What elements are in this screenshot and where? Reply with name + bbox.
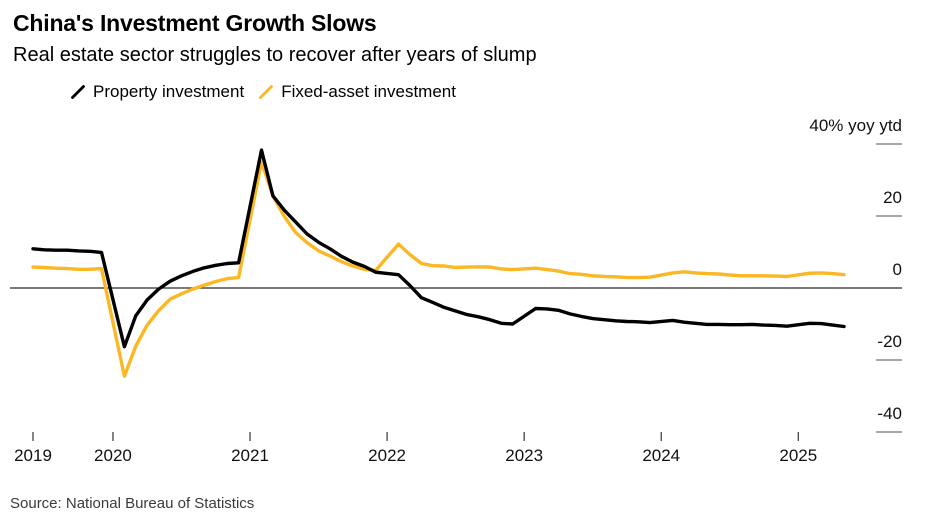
chart-title: China's Investment Growth Slows	[13, 10, 377, 36]
y-axis-label: -20	[877, 332, 902, 351]
x-axis-label: 2021	[231, 446, 269, 465]
x-axis-label: 2023	[505, 446, 544, 465]
y-axis-label: 40% yoy ytd	[809, 116, 902, 135]
x-axis-label: 2020	[94, 446, 132, 465]
fixed-asset-line-swatch-icon	[259, 85, 274, 99]
legend-label-fixed-asset-investment: Fixed-asset investment	[281, 82, 456, 101]
source-note: Source: National Bureau of Statistics	[10, 495, 255, 512]
legend-item-fixed-asset-investment: Fixed-asset investment	[258, 82, 456, 102]
property-investment-line	[31, 148, 846, 349]
y-axis-label: 20	[883, 188, 902, 207]
property-line-swatch-icon	[71, 85, 85, 99]
chart-subtitle: Real estate sector struggles to recover …	[13, 44, 537, 66]
x-axis-label: 2025	[779, 446, 818, 465]
x-axis-label: 2022	[368, 446, 406, 465]
fixed-asset-investment-line	[31, 160, 846, 378]
y-axis-label: -40	[877, 404, 902, 423]
x-axis-label: 2024	[642, 446, 681, 465]
x-axis-label: 2019	[14, 446, 52, 465]
y-axis-label: 0	[892, 260, 902, 279]
legend-label-property-investment: Property investment	[93, 82, 245, 101]
legend-item-property-investment: Property investment	[70, 82, 244, 102]
legend: Property investment Fixed-asset investme…	[70, 82, 456, 102]
